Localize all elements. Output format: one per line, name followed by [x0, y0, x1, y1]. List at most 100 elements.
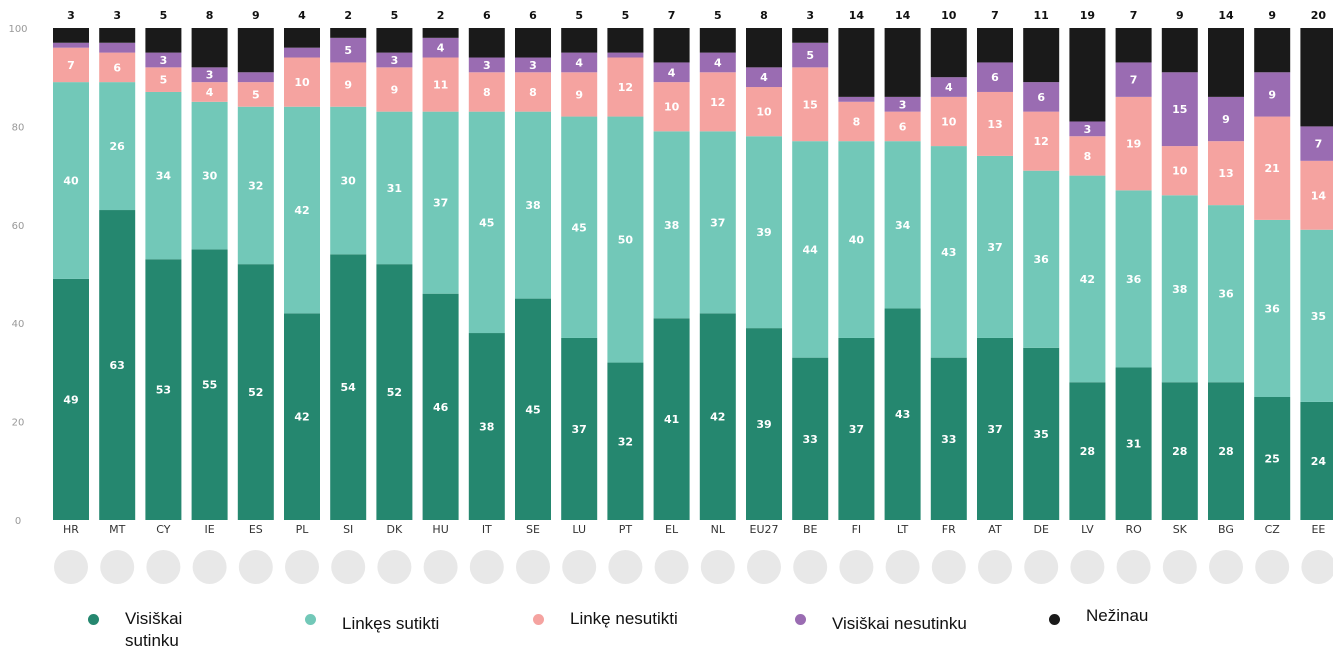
top-value-label: 20	[1311, 9, 1327, 22]
segment-value-label: 35	[1034, 428, 1049, 441]
segment-value-label: 38	[1172, 283, 1187, 296]
segment-tend-to-disagree	[653, 82, 690, 132]
segment-strongly-agree	[699, 313, 736, 520]
segment-value-label: 25	[1265, 453, 1280, 466]
segment-tend-to-agree	[884, 141, 921, 309]
segment-strongly-agree	[284, 313, 320, 520]
bar-sk: 28 38 10 15 9	[1161, 9, 1198, 520]
segment-value-label: 36	[1126, 273, 1142, 286]
x-tick-label: AT	[988, 523, 1002, 536]
segment-value-label: 7	[1130, 74, 1138, 87]
segment-strongly-disagree	[468, 57, 505, 73]
segment-value-label: 3	[160, 54, 168, 67]
segment-strongly-agree	[376, 264, 413, 520]
segment-tend-to-agree	[792, 141, 829, 358]
segment-value-label: 36	[1218, 288, 1234, 301]
top-value-label: 2	[437, 9, 445, 22]
segment-value-label: 42	[1080, 273, 1095, 286]
segment-dont-know	[1023, 28, 1060, 83]
segment-strongly-disagree	[53, 42, 89, 48]
x-tick-label: EU27	[750, 523, 779, 536]
segment-tend-to-agree	[1069, 175, 1106, 383]
top-value-label: 5	[391, 9, 399, 22]
x-tick-label: LU	[572, 523, 586, 536]
segment-dont-know	[977, 28, 1013, 63]
flag-icon	[1162, 550, 1197, 584]
segment-strongly-disagree	[1254, 72, 1291, 117]
segment-value-label: 38	[664, 219, 679, 232]
segment-tend-to-agree	[53, 82, 89, 279]
segment-value-label: 10	[941, 115, 957, 128]
segment-value-label: 42	[294, 411, 309, 424]
flag-icon	[469, 550, 504, 584]
segment-value-label: 12	[710, 96, 725, 109]
segment-strongly-disagree	[977, 62, 1013, 92]
legend-item-dont-know: Nežinau	[1049, 606, 1148, 627]
flag-icon	[608, 550, 643, 584]
flag-icon	[747, 550, 781, 584]
segment-strongly-agree	[838, 337, 875, 520]
legend-swatch	[305, 614, 316, 625]
bar-ie: 55 30 4 3 8	[191, 9, 228, 520]
segment-tend-to-disagree	[607, 57, 644, 117]
segment-tend-to-disagree	[191, 82, 228, 102]
legend-label: Linkęs sutikti	[342, 614, 440, 633]
flag-icon	[1209, 550, 1243, 584]
segment-value-label: 7	[1315, 138, 1323, 151]
segment-value-label: 37	[987, 423, 1002, 436]
bar-pl: 42 42 10 4	[284, 9, 320, 520]
segment-tend-to-agree	[930, 146, 967, 358]
segment-value-label: 31	[387, 182, 402, 195]
segment-tend-to-disagree	[53, 47, 89, 83]
top-value-label: 3	[806, 9, 814, 22]
segment-value-label: 3	[1084, 123, 1092, 136]
segment-strongly-agree	[792, 357, 829, 520]
top-value-label: 4	[298, 9, 306, 22]
segment-value-label: 28	[1080, 445, 1095, 458]
bar-be: 33 44 15 5 3	[792, 9, 829, 520]
top-value-label: 5	[714, 9, 722, 22]
segment-value-label: 53	[156, 384, 171, 397]
segment-value-label: 39	[756, 226, 771, 239]
flag-icon	[423, 550, 458, 584]
segment-value-label: 52	[248, 386, 263, 399]
flag-icon	[978, 550, 1012, 584]
segment-value-label: 46	[433, 401, 449, 414]
x-tick-label: CY	[156, 523, 170, 536]
x-tick-label: PL	[296, 523, 310, 536]
bar-pt: 32 50 12 5	[607, 9, 644, 520]
y-tick-label: 80	[12, 122, 25, 133]
segment-strongly-disagree	[930, 77, 967, 97]
top-value-label: 6	[529, 9, 537, 22]
segment-value-label: 54	[341, 381, 357, 394]
top-value-label: 7	[991, 9, 999, 22]
top-value-label: 14	[895, 9, 911, 22]
segment-strongly-disagree	[1023, 82, 1060, 112]
segment-value-label: 31	[1126, 438, 1141, 451]
bar-fi: 37 40 8 14	[838, 9, 875, 520]
legend-item-strongly-disagree: Visiškai nesutinku	[795, 608, 967, 635]
segment-strongly-agree	[330, 254, 367, 520]
legend-swatch	[795, 614, 806, 625]
segment-strongly-agree	[1023, 347, 1060, 520]
segment-value-label: 55	[202, 379, 217, 392]
segment-value-label: 10	[294, 76, 310, 89]
segment-tend-to-disagree	[468, 72, 505, 112]
segment-value-label: 28	[1172, 445, 1187, 458]
segment-dont-know	[145, 28, 182, 53]
segment-tend-to-agree	[468, 111, 505, 334]
segment-value-label: 28	[1218, 445, 1233, 458]
bar-lv: 28 42 8 3 19	[1069, 9, 1106, 520]
segment-strongly-agree	[145, 259, 182, 520]
bar-ro: 31 36 19 7 7	[1115, 9, 1152, 520]
segment-value-label: 35	[1311, 310, 1326, 323]
x-tick-label: SE	[526, 523, 540, 536]
segment-dont-know	[699, 28, 736, 53]
x-tick-label: SK	[1173, 523, 1188, 536]
bar-eu27: 39 39 10 4 8	[746, 9, 782, 520]
segment-dont-know	[191, 28, 228, 68]
top-value-label: 8	[206, 9, 214, 22]
segment-tend-to-disagree	[515, 72, 551, 112]
